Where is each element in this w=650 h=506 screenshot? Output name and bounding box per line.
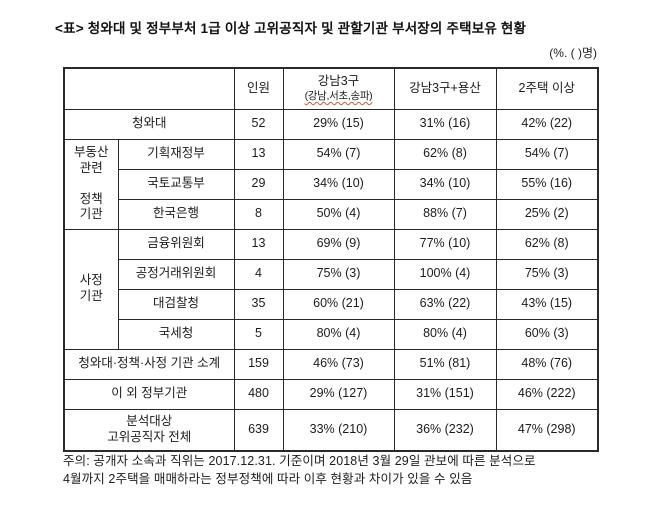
cell-two-or-more: 25% (2) — [495, 198, 599, 230]
cell-org-name: 국세청 — [117, 318, 235, 350]
cell-personnel: 480 — [233, 378, 284, 410]
cell-gangnam3-yongsan: 77% (10) — [393, 228, 497, 260]
cell-gangnam3: 33% (210) — [282, 408, 395, 452]
cell-two-or-more: 55% (16) — [495, 168, 599, 200]
cell-personnel: 5 — [233, 318, 284, 350]
cell-gangnam3-yongsan: 80% (4) — [393, 318, 497, 350]
cell-gangnam3: 54% (7) — [282, 138, 395, 170]
table-row: 국토교통부 29 34% (10) 34% (10) 55% (16) — [64, 168, 599, 200]
cell-gangnam3-yongsan: 63% (22) — [393, 288, 497, 320]
cell-gangnam3: 60% (21) — [282, 288, 395, 320]
cell-gangnam3-yongsan: 51% (81) — [393, 348, 497, 380]
cell-gangnam3: 29% (15) — [282, 108, 395, 140]
table-row: 부동산 관련 정책 기관 기획재정부 13 54% (7) 62% (8) 54… — [63, 138, 599, 230]
cell-gangnam3: 69% (9) — [282, 228, 395, 260]
cell-org-name: 공정거래위원회 — [117, 258, 235, 290]
cell-org-name: 대검찰청 — [117, 288, 235, 320]
cell-org-name: 금융위원회 — [117, 228, 235, 260]
cell-org-name: 청와대·정책·사정 기관 소계 — [63, 348, 235, 380]
cell-two-or-more: 42% (22) — [495, 108, 599, 140]
table-row: 공정거래위원회 4 75% (3) 100% (4) 75% (3) — [64, 258, 599, 290]
cell-gangnam3-yongsan: 34% (10) — [393, 168, 497, 200]
cell-personnel: 8 — [233, 198, 284, 230]
table-row: 이 외 정부기관 480 29% (127) 31% (151) 46% (22… — [63, 378, 599, 410]
table-row: 대검찰청 35 60% (21) 63% (22) 43% (15) — [64, 288, 599, 320]
officials-housing-table: 인원 강남3구 (강남,서초,송파) 강남3구+용산 2주택 이상 청와대 52… — [63, 67, 599, 452]
header-personnel: 인원 — [233, 67, 284, 110]
cell-two-or-more: 46% (222) — [495, 378, 599, 410]
cell-gangnam3-yongsan: 100% (4) — [393, 258, 497, 290]
cell-two-or-more: 43% (15) — [495, 288, 599, 320]
cell-group-label: 사정 기관 — [63, 228, 119, 350]
cell-gangnam3-yongsan: 62% (8) — [393, 138, 497, 170]
cell-gangnam3: 75% (3) — [282, 258, 395, 290]
cell-gangnam3: 29% (127) — [282, 378, 395, 410]
header-gangnam3-main: 강남3구 — [317, 74, 360, 89]
cell-personnel: 639 — [233, 408, 284, 452]
cell-gangnam3: 50% (4) — [282, 198, 395, 230]
table-row: 한국은행 8 50% (4) 88% (7) 25% (2) — [64, 198, 599, 230]
cell-two-or-more: 47% (298) — [495, 408, 599, 452]
table-row: 청와대 52 29% (15) 31% (16) 42% (22) — [63, 108, 599, 140]
cell-personnel: 13 — [233, 228, 284, 260]
cell-two-or-more: 54% (7) — [495, 138, 599, 170]
cell-group-label: 부동산 관련 정책 기관 — [63, 138, 119, 230]
header-gangnam3: 강남3구 (강남,서초,송파) — [282, 67, 395, 110]
cell-gangnam3: 46% (73) — [282, 348, 395, 380]
cell-gangnam3-yongsan: 88% (7) — [393, 198, 497, 230]
cell-two-or-more: 60% (3) — [495, 318, 599, 350]
header-gangnam3-sub: (강남,서초,송파) — [304, 90, 373, 102]
header-two-or-more: 2주택 이상 — [495, 67, 599, 110]
cell-org-name: 청와대 — [63, 108, 235, 140]
cell-personnel: 52 — [233, 108, 284, 140]
cell-gangnam3: 80% (4) — [282, 318, 395, 350]
cell-org-name: 한국은행 — [117, 198, 235, 230]
cell-org-name: 분석대상 고위공직자 전체 — [63, 408, 235, 452]
cell-personnel: 4 — [233, 258, 284, 290]
cell-personnel: 159 — [233, 348, 284, 380]
table-row-total: 분석대상 고위공직자 전체 639 33% (210) 36% (232) 47… — [63, 408, 599, 452]
unit-note: (%. ( )명) — [549, 46, 597, 60]
cell-gangnam3-yongsan: 31% (16) — [393, 108, 497, 140]
cell-gangnam3-yongsan: 31% (151) — [393, 378, 497, 410]
cell-personnel: 29 — [233, 168, 284, 200]
cell-two-or-more: 62% (8) — [495, 228, 599, 260]
cell-personnel: 35 — [233, 288, 284, 320]
cell-org-name: 국토교통부 — [117, 168, 235, 200]
footnote: 주의: 공개자 소속과 직위는 2017.12.31. 기준이며 2018년 3… — [63, 454, 536, 487]
cell-gangnam3-yongsan: 36% (232) — [393, 408, 497, 452]
table-title: <표> 청와대 및 정부부처 1급 이상 고위공직자 및 관할기관 부서장의 주… — [55, 21, 527, 36]
table-row: 국세청 5 80% (4) 80% (4) 60% (3) — [64, 318, 599, 350]
cell-org-name: 기획재정부 — [117, 138, 235, 170]
header-row: 인원 강남3구 (강남,서초,송파) 강남3구+용산 2주택 이상 — [63, 67, 599, 110]
header-gangnam3-yongsan: 강남3구+용산 — [393, 67, 497, 110]
cell-gangnam3: 34% (10) — [282, 168, 395, 200]
cell-two-or-more: 75% (3) — [495, 258, 599, 290]
table-row: 사정 기관 금융위원회 13 69% (9) 77% (10) 62% (8) — [63, 228, 599, 350]
cell-personnel: 13 — [233, 138, 284, 170]
table-row-subtotal: 청와대·정책·사정 기관 소계 159 46% (73) 51% (81) 48… — [63, 348, 599, 380]
header-corner-cell — [63, 67, 235, 110]
cell-org-name: 이 외 정부기관 — [63, 378, 235, 410]
cell-two-or-more: 48% (76) — [495, 348, 599, 380]
